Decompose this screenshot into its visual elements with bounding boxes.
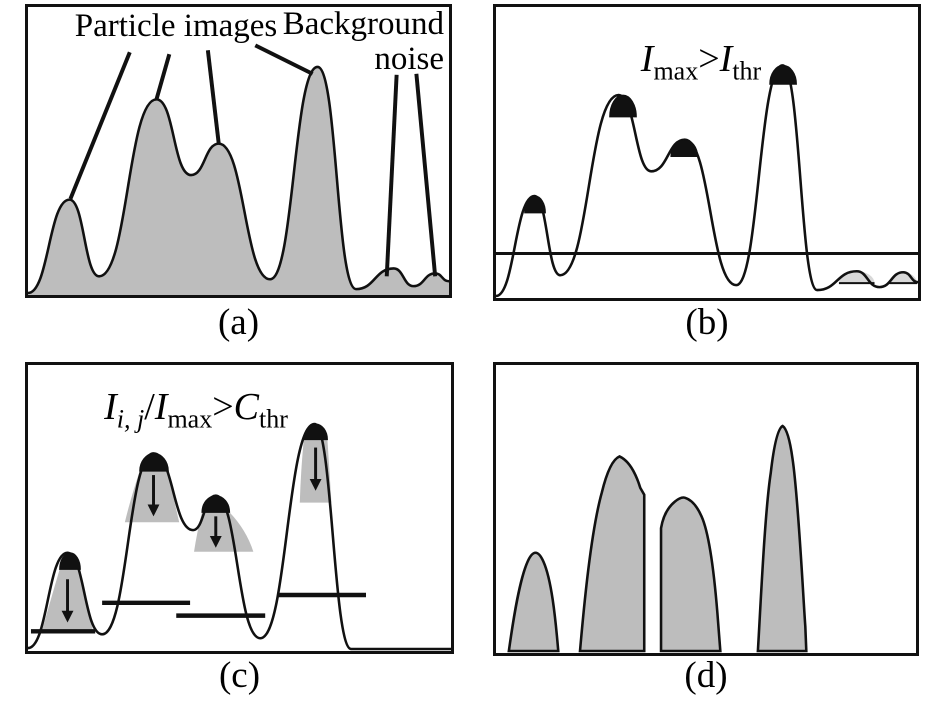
peak-cap-3 (670, 139, 699, 157)
down-arrow-3 (209, 516, 222, 548)
formula-subscript: thr (259, 404, 288, 434)
panel-b-plot (496, 64, 918, 298)
panel-d-plot (507, 424, 808, 653)
intensity-profile-curve (28, 65, 449, 295)
segmented-particle-4 (756, 424, 808, 653)
formula-symbol: I (640, 38, 654, 80)
formula-subscript: max (167, 404, 213, 434)
panel-c-frame: Ii, j/Imax>Cthr (25, 362, 454, 654)
formula-subscript: thr (732, 56, 762, 86)
caption-d: (d) (684, 655, 728, 696)
peak-cap-4 (303, 423, 328, 441)
formula-subscript: max (653, 56, 699, 86)
pointer-line-particle-4 (254, 43, 314, 76)
formula-operator: > (698, 38, 720, 80)
pointer-line-particle-1 (68, 51, 132, 200)
intensity-profile-curve (496, 64, 918, 298)
pointer-line-particle-3 (205, 50, 221, 144)
pointer-line-particle-2 (154, 53, 172, 100)
peak-cap-4 (769, 64, 797, 85)
caption-a: (a) (217, 302, 260, 343)
threshold-formula-b: Imax>Ithr (591, 37, 811, 84)
particle-images-label: Particle images (74, 8, 278, 44)
background-noise-label-line1: Background (282, 6, 444, 42)
formula-subscript: i, j (116, 404, 145, 434)
peak-cap-2 (609, 94, 637, 118)
formula-symbol: I (154, 386, 168, 428)
pointer-line-noise-1 (384, 74, 399, 277)
segmented-particle-3 (659, 496, 722, 653)
peak-cap-1 (59, 552, 81, 570)
down-arrow-2 (147, 475, 160, 517)
panel-b-frame: Imax>Ithr (493, 4, 921, 301)
peak-cap-1 (524, 195, 546, 214)
peak-cap-3 (201, 495, 231, 513)
caption-c: (c) (218, 655, 261, 696)
formula-symbol: I (719, 38, 733, 80)
panel-c-plot (28, 422, 451, 651)
scaled-region-3 (194, 512, 254, 552)
peak-cap-2 (139, 452, 169, 472)
panel-d-frame (493, 362, 919, 656)
panel-a-plot (28, 43, 449, 295)
formula-operator: > (212, 386, 234, 428)
pointer-line-noise-2 (414, 73, 438, 277)
down-arrow-1 (61, 579, 74, 623)
down-arrow-4 (309, 447, 322, 491)
background-noise-label-line2: noise (374, 40, 444, 77)
threshold-formula-c: Ii, j/Imax>Cthr (86, 385, 306, 432)
formula-operator: / (144, 386, 155, 428)
intensity-profile-fill (28, 66, 449, 295)
formula-symbol: I (104, 386, 117, 428)
formula-symbol: C (233, 386, 259, 428)
panel-a-frame: Particle images Background noise (25, 4, 452, 298)
background-noise-label: Background noise (283, 7, 444, 77)
segmented-particle-2 (578, 455, 646, 653)
caption-b: (b) (685, 302, 729, 343)
segmented-particle-1 (507, 551, 560, 653)
